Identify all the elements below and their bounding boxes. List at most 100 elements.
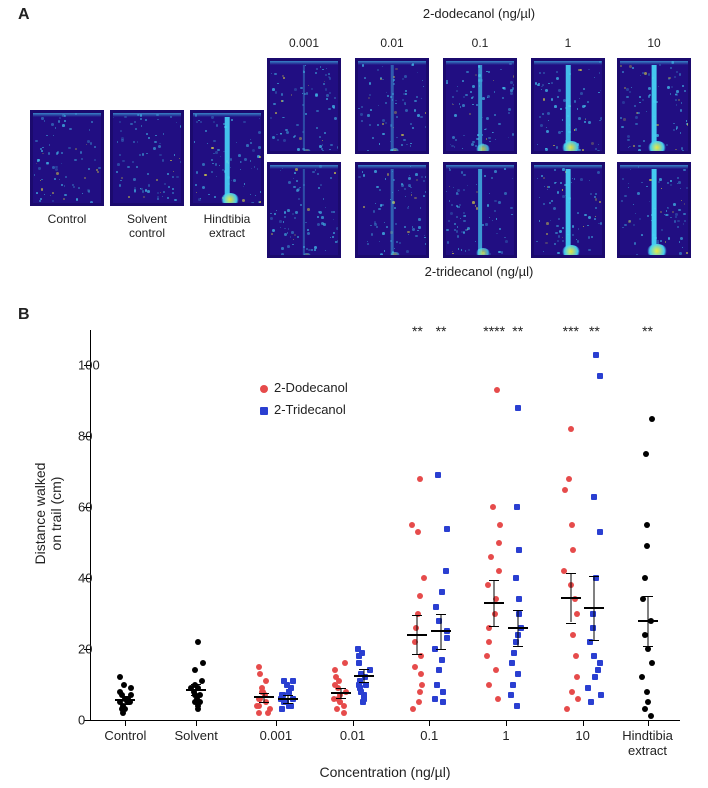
data-point <box>515 671 521 677</box>
data-point <box>199 678 205 684</box>
data-point <box>598 692 604 698</box>
conc-col-label: 1 <box>531 36 605 50</box>
data-point <box>644 522 650 528</box>
data-point <box>497 522 503 528</box>
conc-col-label: 0.01 <box>355 36 429 50</box>
data-point <box>355 646 361 652</box>
data-point <box>484 653 490 659</box>
data-point <box>263 678 269 684</box>
data-point <box>642 575 648 581</box>
data-point <box>516 596 522 602</box>
left-tile-label: Solvent control <box>110 212 184 240</box>
data-point <box>570 547 576 553</box>
data-point <box>597 660 603 666</box>
data-point <box>121 682 127 688</box>
significance-label: **** <box>483 323 505 339</box>
data-point <box>574 674 580 680</box>
data-point <box>592 674 598 680</box>
data-point <box>421 575 427 581</box>
data-point <box>195 639 201 645</box>
data-point <box>493 667 499 673</box>
data-point <box>417 593 423 599</box>
data-point <box>417 689 423 695</box>
significance-label: ** <box>642 323 653 339</box>
data-point <box>432 696 438 702</box>
significance-label: ** <box>589 323 600 339</box>
data-point <box>435 472 441 478</box>
data-point <box>128 685 134 691</box>
data-point <box>410 706 416 712</box>
data-point <box>416 699 422 705</box>
data-point <box>644 543 650 549</box>
data-point <box>439 657 445 663</box>
data-point <box>494 387 500 393</box>
data-point <box>488 554 494 560</box>
figure-root: A 2-dodecanol (ng/µl) 2-tridecanol (ng/µ… <box>0 0 708 788</box>
panel-b-label: B <box>18 306 30 324</box>
data-point <box>570 632 576 638</box>
conc-col-label: 10 <box>617 36 691 50</box>
data-point <box>516 547 522 553</box>
data-point <box>496 540 502 546</box>
data-point <box>585 685 591 691</box>
circle-icon <box>260 385 268 393</box>
mean-marker <box>278 698 298 700</box>
data-point <box>436 667 442 673</box>
significance-label: ** <box>436 323 447 339</box>
data-point <box>514 703 520 709</box>
data-point <box>444 635 450 641</box>
conc-col-label: 0.001 <box>267 36 341 50</box>
data-point <box>595 667 601 673</box>
data-point <box>496 568 502 574</box>
data-point <box>256 703 262 709</box>
square-icon <box>260 407 268 415</box>
data-point <box>643 451 649 457</box>
data-point <box>290 678 296 684</box>
heatmap-tile <box>267 162 341 258</box>
mean-marker <box>331 692 351 694</box>
data-point <box>334 706 340 712</box>
data-point <box>649 416 655 422</box>
data-point <box>415 529 421 535</box>
data-point <box>597 529 603 535</box>
heatmap-tile <box>355 162 429 258</box>
data-point <box>591 494 597 500</box>
mean-marker <box>484 602 504 604</box>
left-tile-label: Control <box>30 212 104 226</box>
data-point <box>510 682 516 688</box>
data-point <box>417 476 423 482</box>
x-tick-label: Hindtibia extract <box>622 728 673 758</box>
data-point <box>515 405 521 411</box>
data-point <box>648 713 654 719</box>
data-point <box>412 664 418 670</box>
x-tick-label: 0.001 <box>260 728 293 743</box>
heatmap-tile <box>617 58 691 154</box>
data-point <box>562 487 568 493</box>
mean-marker <box>407 634 427 636</box>
data-point <box>486 682 492 688</box>
tridecanol-title: 2-tridecanol (ng/µl) <box>267 264 691 279</box>
panel-a: A 2-dodecanol (ng/µl) 2-tridecanol (ng/µ… <box>0 0 708 300</box>
mean-marker <box>584 607 604 609</box>
mean-marker <box>431 630 451 632</box>
data-point <box>418 671 424 677</box>
x-tick-label: 10 <box>575 728 589 743</box>
data-point <box>409 522 415 528</box>
data-point <box>342 660 348 666</box>
heatmap-tile <box>443 58 517 154</box>
heatmap-tile <box>531 162 605 258</box>
data-point <box>640 596 646 602</box>
data-point <box>642 706 648 712</box>
data-point <box>267 706 273 712</box>
data-point <box>514 504 520 510</box>
panel-b: B 020406080100Distance walkedon trail (c… <box>0 300 708 788</box>
x-tick-label: Solvent <box>175 728 218 743</box>
data-point <box>569 689 575 695</box>
data-point <box>509 660 515 666</box>
data-point <box>117 674 123 680</box>
data-point <box>495 696 501 702</box>
data-point <box>117 689 123 695</box>
data-point <box>593 352 599 358</box>
data-point <box>590 625 596 631</box>
x-tick-label: 1 <box>502 728 509 743</box>
